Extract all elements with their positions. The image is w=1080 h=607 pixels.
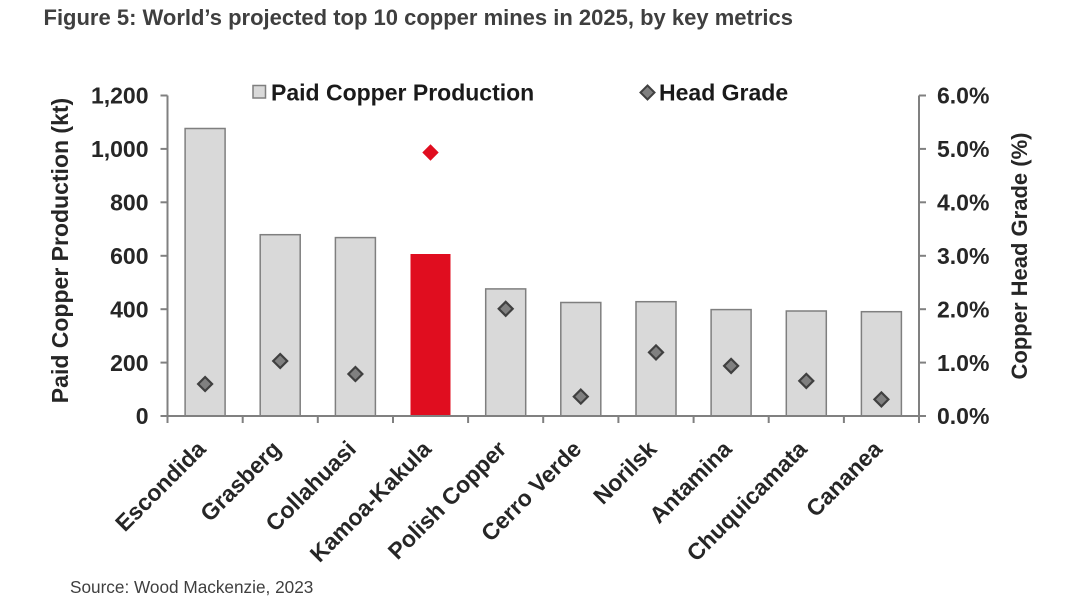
svg-text:600: 600 [110, 243, 148, 269]
svg-text:1.0%: 1.0% [937, 350, 989, 376]
svg-text:1,000: 1,000 [91, 136, 149, 162]
svg-text:0: 0 [136, 403, 149, 429]
svg-text:Source: Wood Mackenzie, 2023: Source: Wood Mackenzie, 2023 [70, 577, 313, 597]
svg-text:800: 800 [110, 190, 148, 216]
svg-text:5.0%: 5.0% [937, 136, 989, 162]
svg-text:200: 200 [110, 350, 148, 376]
svg-text:4.0%: 4.0% [937, 190, 989, 216]
svg-text:2.0%: 2.0% [937, 296, 989, 322]
svg-text:1,200: 1,200 [91, 83, 149, 109]
svg-text:Paid Copper Production: Paid Copper Production [271, 80, 534, 106]
svg-text:0.0%: 0.0% [937, 403, 989, 429]
svg-text:Paid Copper Production (kt): Paid Copper Production (kt) [47, 98, 73, 403]
svg-text:6.0%: 6.0% [937, 83, 989, 109]
svg-text:400: 400 [110, 296, 148, 322]
svg-text:Figure 5: World’s projected to: Figure 5: World’s projected top 10 coppe… [44, 5, 793, 30]
svg-text:3.0%: 3.0% [937, 243, 989, 269]
svg-text:Head Grade: Head Grade [659, 80, 788, 106]
svg-text:Copper Head Grade (%): Copper Head Grade (%) [1007, 133, 1032, 380]
